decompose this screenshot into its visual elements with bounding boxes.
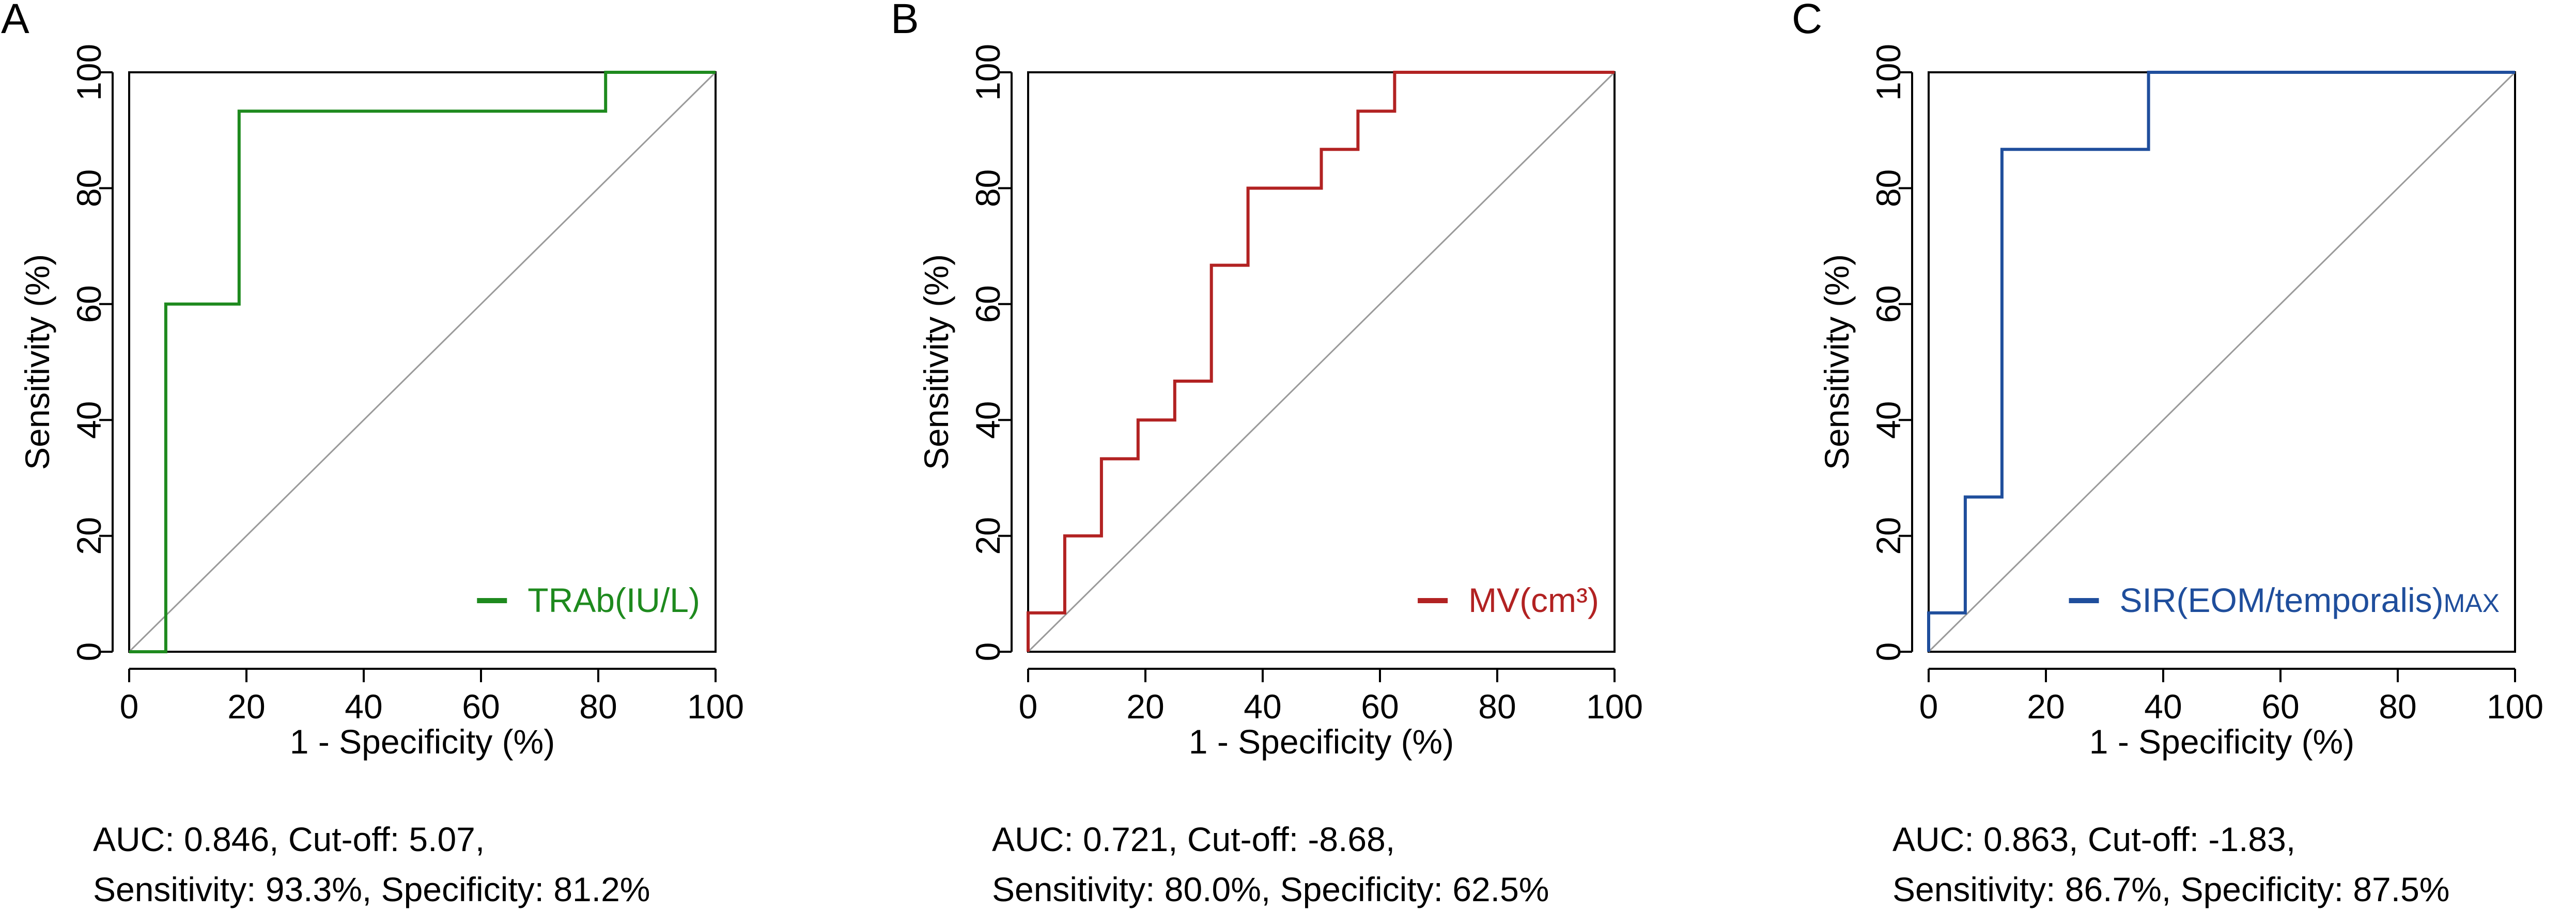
legend-label-subscript: MAX <box>2444 589 2500 618</box>
panel-letter: A <box>1 0 29 42</box>
y-tick-label: 20 <box>70 517 108 555</box>
x-tick-label: 20 <box>227 687 265 726</box>
y-axis-label: Sensitivity (%) <box>18 254 56 470</box>
x-tick-label: 60 <box>462 687 500 726</box>
roc-curve <box>1927 71 2515 652</box>
stats-text: AUC: 0.846, Cut-off: 5.07, Sensitivity: 9… <box>93 820 650 908</box>
x-tick-label: 40 <box>1244 687 1281 726</box>
x-tick-label: 60 <box>1361 687 1399 726</box>
legend-label-main: SIR(EOM/temporalis) <box>2120 581 2444 619</box>
roc-curve <box>129 71 716 653</box>
x-tick-label: 0 <box>120 687 139 726</box>
y-tick-label: 0 <box>969 642 1007 662</box>
y-axis-label: Sensitivity (%) <box>1818 254 1856 470</box>
x-tick-label: 40 <box>2144 687 2182 726</box>
plot-frame <box>1027 71 1616 653</box>
stats-text: AUC: 0.721, Cut-off: -8.68, Sensitivity: … <box>992 820 1549 908</box>
y-tick-label: 100 <box>969 44 1007 101</box>
x-tick-label: 100 <box>1586 687 1643 726</box>
diagonal-reference-line <box>128 71 717 653</box>
y-tick-label: 60 <box>1869 285 1907 323</box>
x-tick-label: 20 <box>1126 687 1164 726</box>
y-tick-label: 0 <box>1869 642 1907 662</box>
stats-line-sens-spec: Sensitivity: 93.3%, Specificity: 81.2% <box>93 870 650 908</box>
y-tick-label: 100 <box>70 44 108 101</box>
y-axis: 0 20 40 60 80 100 Sensitivity (%) <box>917 44 1013 662</box>
legend-label-main: TRAb(IU/L) <box>527 581 700 619</box>
x-axis-label: 1 - Specificity (%) <box>2089 722 2354 761</box>
legend-label: SIR(EOM/temporalis)MAX <box>2120 581 2500 619</box>
x-tick-label: 20 <box>2027 687 2065 726</box>
y-tick-label: 80 <box>70 169 108 207</box>
legend-label: TRAb(IU/L) <box>527 581 700 619</box>
x-axis-label: 1 - Specificity (%) <box>1189 722 1454 761</box>
x-tick-label: 100 <box>687 687 744 726</box>
x-axis: 0 20 40 60 80 100 1 - Specificity (%) <box>1019 668 1643 761</box>
plot-frame <box>128 71 717 653</box>
y-tick-label: 100 <box>1869 44 1907 101</box>
y-axis-label: Sensitivity (%) <box>917 254 955 470</box>
roc-panel-b: B 0 20 40 60 80 100 1 - Specificity (%) 0 20 40 60 8… <box>891 0 1643 908</box>
y-tick-label: 0 <box>70 642 108 662</box>
panel-letter: C <box>1792 0 1822 42</box>
legend: MV(cm³) <box>1418 581 1599 619</box>
y-tick-label: 20 <box>1869 517 1907 555</box>
stats-line-auc-cutoff: AUC: 0.846, Cut-off: 5.07, <box>93 820 485 858</box>
y-tick-label: 60 <box>70 285 108 323</box>
x-tick-label: 80 <box>2379 687 2416 726</box>
x-axis: 0 20 40 60 80 100 1 - Specificity (%) <box>1919 668 2543 761</box>
stats-line-sens-spec: Sensitivity: 86.7%, Specificity: 87.5% <box>1892 870 2450 908</box>
stats-line-sens-spec: Sensitivity: 80.0%, Specificity: 62.5% <box>992 870 1549 908</box>
y-axis: 0 20 40 60 80 100 Sensitivity (%) <box>18 44 114 662</box>
y-tick-label: 40 <box>70 401 108 438</box>
roc-panel-a: A 0 20 40 60 80 100 1 - Specificity (%) 0 20 40 60 8… <box>1 0 744 908</box>
y-tick-label: 20 <box>969 517 1007 555</box>
legend-label-main: MV(cm³) <box>1468 581 1599 619</box>
x-tick-label: 0 <box>1019 687 1038 726</box>
x-axis: 0 20 40 60 80 100 1 - Specificity (%) <box>120 668 744 761</box>
y-tick-label: 40 <box>969 401 1007 438</box>
y-axis: 0 20 40 60 80 100 Sensitivity (%) <box>1818 44 1913 662</box>
x-tick-label: 0 <box>1919 687 1938 726</box>
stats-line-auc-cutoff: AUC: 0.721, Cut-off: -8.68, <box>992 820 1395 858</box>
x-tick-label: 40 <box>345 687 382 726</box>
y-tick-label: 60 <box>969 285 1007 323</box>
stats-line-auc-cutoff: AUC: 0.863, Cut-off: -1.83, <box>1892 820 2295 858</box>
y-tick-label: 80 <box>969 169 1007 207</box>
diagonal-reference-line <box>1027 71 1616 653</box>
x-tick-label: 80 <box>579 687 617 726</box>
legend: TRAb(IU/L) <box>477 581 700 619</box>
stats-text: AUC: 0.863, Cut-off: -1.83, Sensitivity: … <box>1892 820 2450 908</box>
x-tick-label: 60 <box>2261 687 2299 726</box>
roc-panel-c: C 0 20 40 60 80 100 1 - Specificity (%) 0 20 40 60 8… <box>1792 0 2543 908</box>
x-tick-label: 100 <box>2487 687 2543 726</box>
y-tick-label: 80 <box>1869 169 1907 207</box>
legend: SIR(EOM/temporalis)MAX <box>2069 581 2500 619</box>
x-tick-label: 80 <box>1478 687 1516 726</box>
roc-curve <box>1027 71 1615 652</box>
legend-label: MV(cm³) <box>1468 581 1599 619</box>
panel-letter: B <box>891 0 919 42</box>
diagonal-reference-line <box>1928 71 2516 653</box>
y-tick-label: 40 <box>1869 401 1907 438</box>
x-axis-label: 1 - Specificity (%) <box>290 722 555 761</box>
